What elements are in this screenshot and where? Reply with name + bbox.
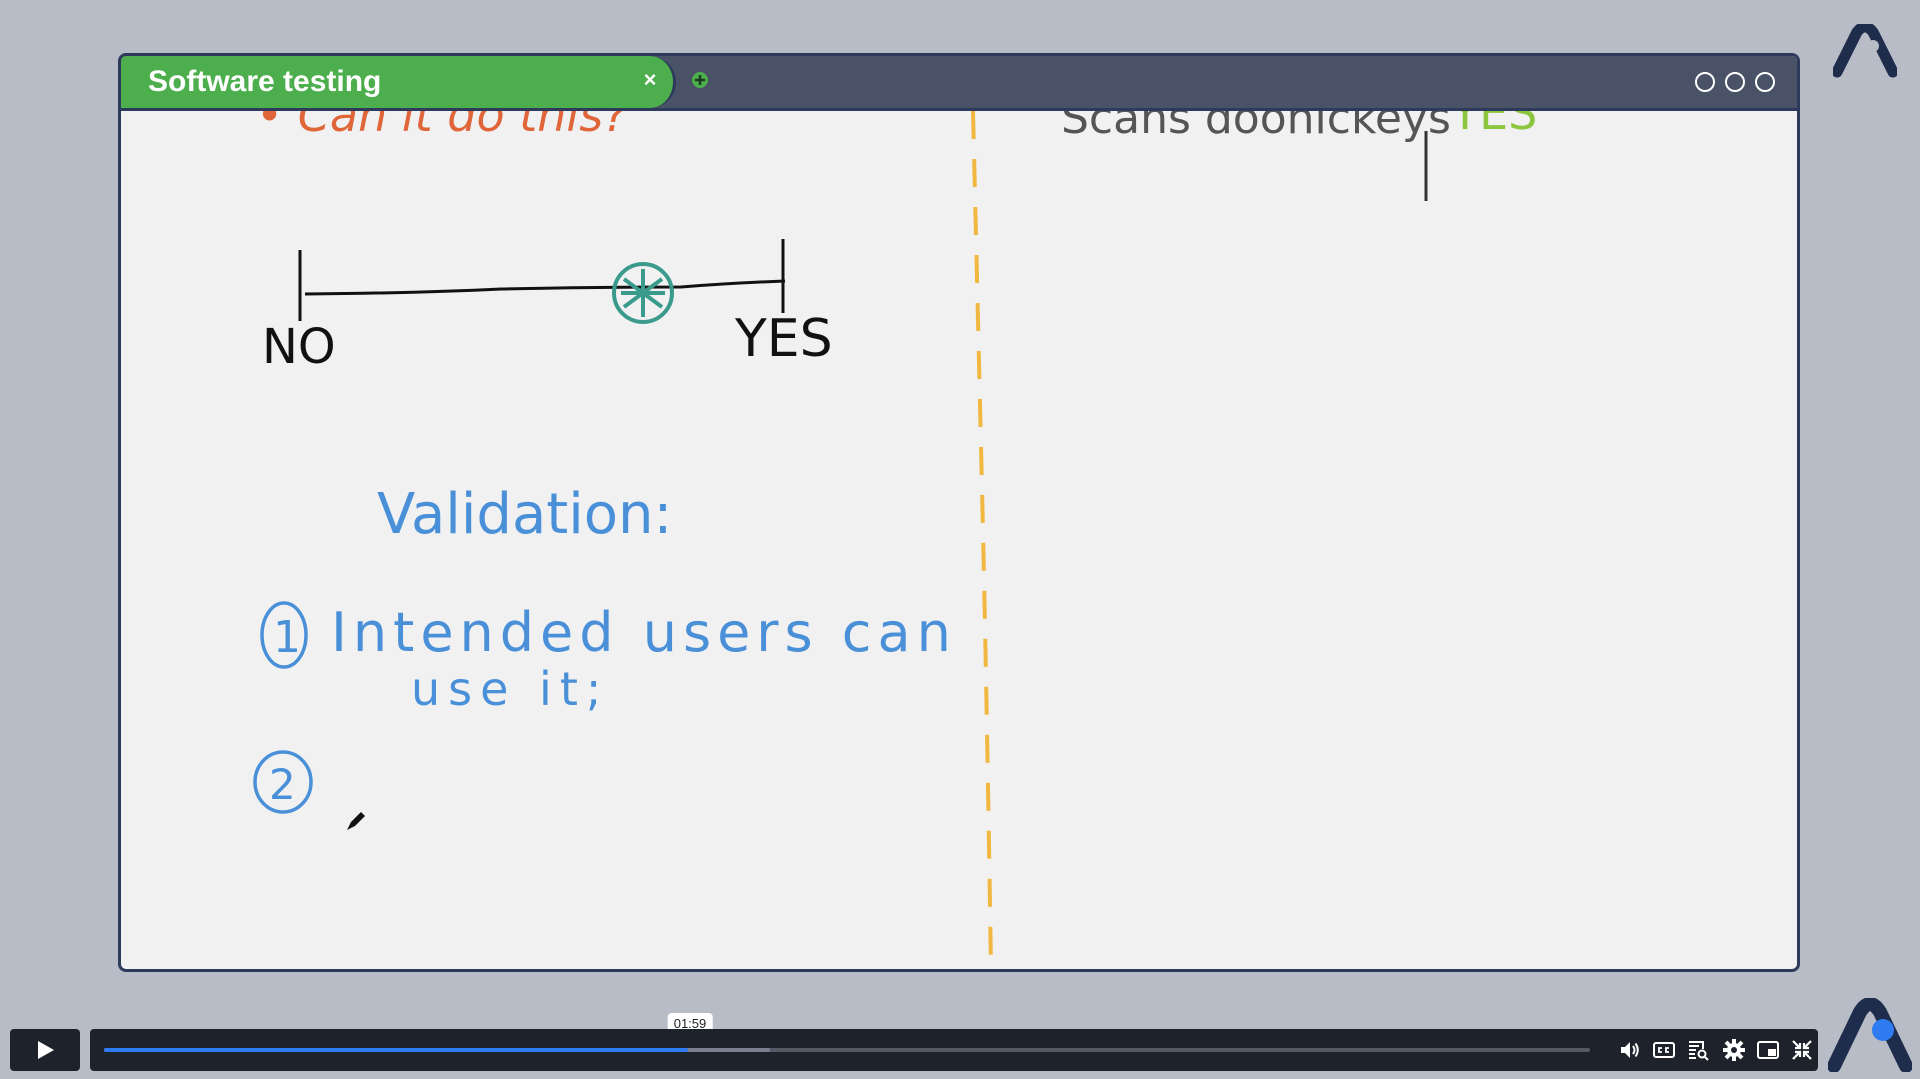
exit-fullscreen-icon[interactable] — [1790, 1038, 1814, 1062]
cut-value-right: YES — [1450, 111, 1537, 140]
dashed-divider — [971, 111, 993, 969]
player-brand-logo[interactable] — [1828, 998, 1912, 1072]
volume-icon[interactable] — [1618, 1038, 1642, 1062]
play-icon — [38, 1041, 54, 1059]
scale-label-yes: YES — [734, 309, 833, 369]
item-2-number: 2 — [269, 760, 296, 809]
title-bar: Software testing × — [121, 56, 1797, 111]
cut-heading-right: Scans doohickeys — [1061, 111, 1451, 144]
tab-title: Software testing — [148, 65, 382, 98]
video-controls — [10, 1029, 1818, 1071]
scale-diagram: NO YES — [262, 239, 833, 375]
scale-marker — [612, 262, 674, 324]
item-1-circle — [260, 601, 308, 669]
play-button[interactable] — [10, 1029, 80, 1071]
tab-software-testing[interactable]: Software testing × — [121, 56, 676, 108]
circle-icon[interactable] — [1725, 72, 1745, 92]
add-tab-icon[interactable] — [688, 68, 712, 92]
validation-heading: Validation: — [377, 482, 672, 547]
whiteboard-canvas[interactable]: • Can it do this? NO YES Validation: 1 I… — [121, 111, 1797, 969]
item-1-text-line2: use it; — [411, 662, 609, 716]
pen-cursor-icon — [347, 812, 365, 830]
played-bar — [104, 1048, 688, 1052]
circle-icon[interactable] — [1695, 72, 1715, 92]
circle-icon[interactable] — [1755, 72, 1775, 92]
cut-heading-left: • Can it do this? — [256, 111, 628, 142]
transcript-icon[interactable] — [1686, 1038, 1710, 1062]
brand-logo — [1833, 24, 1897, 78]
picture-in-picture-icon[interactable] — [1756, 1038, 1780, 1062]
scale-label-no: NO — [262, 319, 336, 375]
control-bar — [90, 1029, 1818, 1071]
item-1-text-line1: Intended users can — [331, 601, 957, 664]
settings-gear-icon[interactable] — [1722, 1038, 1746, 1062]
item-1-number: 1 — [273, 612, 301, 663]
whiteboard-window: Software testing × • Can it do this? NO … — [118, 53, 1800, 972]
captions-icon[interactable] — [1652, 1038, 1676, 1062]
item-2-circle — [253, 750, 313, 814]
progress-bar[interactable] — [104, 1048, 1590, 1052]
window-controls — [1695, 72, 1775, 92]
close-tab-icon[interactable]: × — [643, 67, 657, 92]
